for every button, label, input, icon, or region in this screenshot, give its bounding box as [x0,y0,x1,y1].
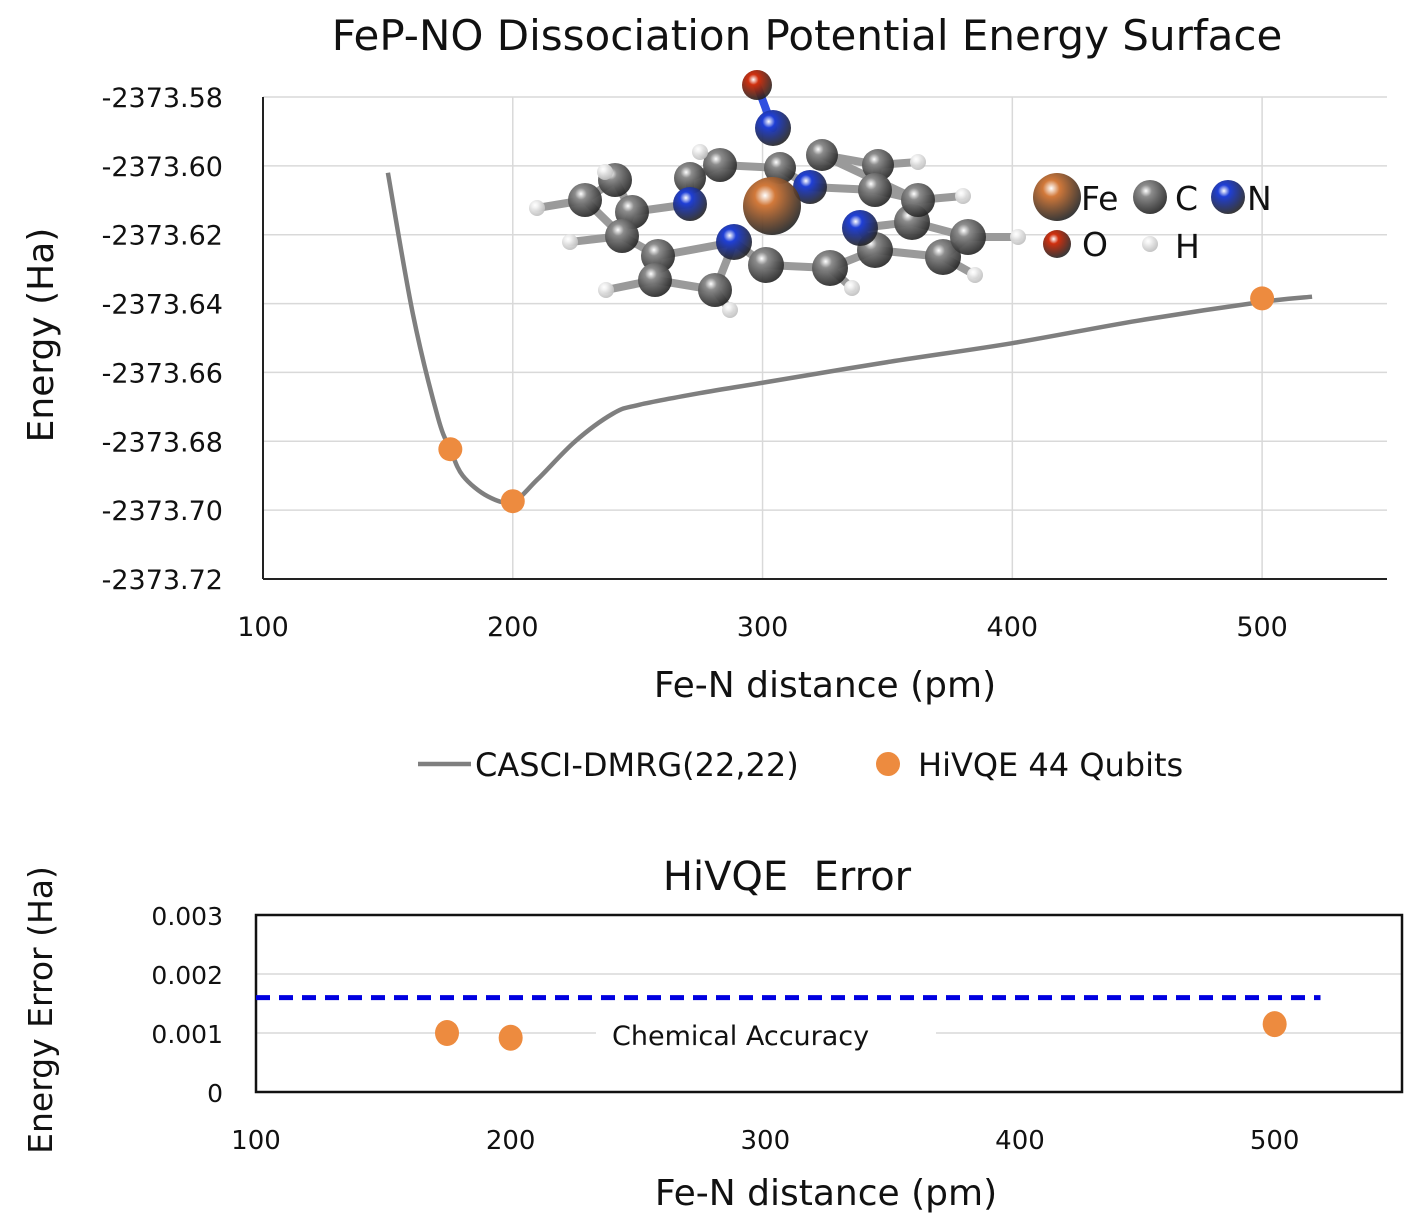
data-point-error [498,1024,523,1051]
atom-h [562,234,578,250]
atom-c [862,149,894,181]
atom-n [716,224,752,260]
atom-n [673,187,707,221]
atom-n [755,110,791,146]
legend: CASCI-DMRG(22,22) HiVQE 44 Qubits [418,746,1183,784]
x-tick-label: 500 [1236,612,1288,643]
y-tick-label: -2373.70 [102,496,223,527]
atom-legend-label: O [1082,225,1108,264]
atom-h [844,280,860,296]
atom-n [842,210,878,246]
y-tick-label: -2373.64 [102,290,223,321]
x-tick-label: 400 [987,612,1039,643]
y-tick-label: 0.003 [151,902,223,931]
y-tick-label: -2373.72 [102,565,223,596]
legend-label: CASCI-DMRG(22,22) [475,746,799,784]
chart-title: FeP-NO Dissociation Potential Energy Sur… [332,11,1283,60]
atom-h [529,200,545,216]
atom-c [703,148,737,182]
atom-c [638,263,672,297]
y-tick-label: -2373.66 [102,358,223,389]
atom-legend-label: H [1175,227,1200,266]
plot-frame [254,913,1404,1094]
label-background [596,1015,936,1055]
x-tick-label: 300 [741,1126,791,1156]
atom-legend-swatch-n [1211,180,1245,214]
atom-c [925,239,961,275]
atom-h [722,302,738,318]
atom-h [597,164,613,180]
atom-legend-label: Fe [1081,179,1118,218]
atom-c [568,183,602,217]
molecule-inset: Fe C N O H [529,70,1272,318]
y-tick-label: -2373.60 [102,152,223,183]
atom-h [955,188,971,204]
atom-legend-swatch-h [1142,236,1158,252]
atom-o [742,70,772,100]
atom-n [793,170,827,204]
chart-2: 0 0.001 0.002 0.003 100 200 300 400 500 HiVQE Err… [21,854,1404,1214]
atom-c [901,183,935,217]
chemical-accuracy-label: Chemical Accuracy [612,1021,869,1052]
y-axis-label: Energy Error (Ha) [21,866,60,1154]
y-tick-label: 0 [207,1079,223,1108]
data-point-error [435,1020,459,1046]
atom-h [692,144,708,160]
x-axis-label: Fe-N distance (pm) [655,1173,997,1214]
data-point-hivqe [438,437,463,462]
x-tick-label: 200 [486,1126,536,1156]
x-tick-label: 200 [487,612,539,643]
atom-legend-label: N [1247,179,1272,218]
y-tick-label: -2373.62 [102,221,223,252]
atom-h [598,282,614,298]
chart-title: HiVQE Error [663,854,912,900]
atom-legend-swatch-fe [1033,173,1081,221]
x-tick-label: 300 [737,612,789,643]
x-tick-label: 500 [1250,1126,1300,1156]
atom-c [748,247,784,283]
atom-legend-label: C [1175,179,1198,218]
x-axis-label: Fe-N distance (pm) [654,665,996,706]
atom-h [910,154,926,170]
chart-1: -2373.58 -2373.60 -2373.62 -2373.64 -2373.66… [21,11,1387,784]
y-axis-label: Energy (Ha) [21,228,62,443]
atom-h [1010,229,1026,245]
atom-c [674,162,706,194]
y-tick-label: -2373.68 [102,427,223,458]
legend-swatch-marker [876,752,900,776]
atom-c [858,173,892,207]
y-tick-label: 0.002 [151,961,223,990]
legend-label: HiVQE 44 Qubits [918,746,1183,784]
atom-c [764,152,796,184]
atom-c [812,250,848,286]
atom-fe [743,177,801,235]
atom-h [967,267,983,283]
data-point-hivqe [500,489,525,514]
x-tick-label: 100 [237,612,289,643]
atom-legend-swatch-o [1043,230,1071,258]
data-point-error [1262,1011,1287,1038]
y-tick-label: -2373.58 [102,83,223,114]
atom-c [698,273,732,307]
x-tick-label: 400 [995,1126,1045,1156]
atom-c [806,139,838,171]
x-tick-label: 100 [231,1126,281,1156]
data-point-hivqe [1250,286,1275,311]
y-tick-label: 0.001 [151,1020,223,1049]
atom-legend-swatch-c [1133,180,1167,214]
atom-c [605,219,639,253]
atom-c [950,219,986,255]
